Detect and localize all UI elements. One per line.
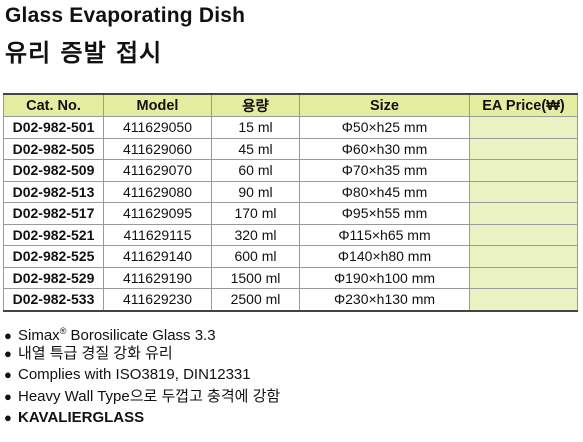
cell-capacity: 90 ml [211,180,300,203]
cell-size: Φ115×h65 mm [299,223,470,246]
table-row: D02-982-525 411629140 600 ml Φ140×h80 mm [3,245,578,268]
cell-size: Φ230×h130 mm [299,288,470,312]
cell-model: 411629230 [103,288,212,312]
cell-capacity: 1500 ml [211,266,300,289]
header-price: EA Price(₩) [469,93,578,117]
cell-cat-no: D02-982-501 [3,116,104,139]
header-model: Model [103,93,212,117]
table-row: D02-982-517 411629095 170 ml Φ95×h55 mm [3,202,578,225]
bullet-icon: ● [4,345,12,361]
bullet-icon: ● [4,410,12,425]
bullet-icon: ● [4,367,12,382]
cell-price [469,137,578,160]
cell-capacity: 15 ml [211,116,300,139]
cell-cat-no: D02-982-505 [3,137,104,160]
cell-model: 411629060 [103,137,212,160]
table-row: D02-982-509 411629070 60 ml Φ70×h35 mm [3,159,578,182]
table-row: D02-982-533 411629230 2500 ml Φ230×h130 mm [3,288,578,312]
table-row: D02-982-521 411629115 320 ml Φ115×h65 mm [3,223,578,246]
cell-size: Φ70×h35 mm [299,159,470,182]
cell-capacity: 320 ml [211,223,300,246]
notes-list: ● Simax® Borosilicate Glass 3.3 ● 내열 특급 경질… [4,321,280,429]
note-simax-text: Borosilicate Glass 3.3 [66,327,216,344]
cell-model: 411629070 [103,159,212,182]
cell-price [469,266,578,289]
table-row: D02-982-513 411629080 90 ml Φ80×h45 mm [3,180,578,203]
cell-price [469,245,578,268]
cell-model: 411629190 [103,266,212,289]
note-complies: ● Complies with ISO3819, DIN12331 [4,364,280,386]
cell-cat-no: D02-982-529 [3,266,104,289]
cell-capacity: 600 ml [211,245,300,268]
note-heat-resistant: ● 내열 특급 경질 강화 유리 [4,343,280,365]
cell-price [469,223,578,246]
note-brand-text: KAVALIERGLASS [18,409,145,426]
cell-size: Φ60×h30 mm [299,137,470,160]
cell-price [469,180,578,203]
cell-model: 411629050 [103,116,212,139]
note-heat-resistant-text: 내열 특급 경질 강화 유리 [18,344,173,362]
cell-size: Φ190×h100 mm [299,266,470,289]
cell-size: Φ80×h45 mm [299,180,470,203]
table-row: D02-982-501 411629050 15 ml Φ50×h25 mm [3,116,578,139]
cell-price [469,159,578,182]
cell-price [469,288,578,312]
header-size: Size [299,93,470,117]
cell-cat-no: D02-982-521 [3,223,104,246]
cell-price [469,116,578,139]
cell-model: 411629095 [103,202,212,225]
note-simax: ● Simax® Borosilicate Glass 3.3 [4,321,280,344]
bullet-icon: ● [4,388,12,404]
table-row: D02-982-529 411629190 1500 ml Φ190×h100 mm [3,266,578,289]
title-english: Glass Evaporating Dish [5,4,246,27]
cell-price [469,202,578,225]
cell-cat-no: D02-982-509 [3,159,104,182]
cell-capacity: 45 ml [211,137,300,160]
header-cat-no: Cat. No. [3,93,104,117]
header-capacity: 용량 [211,93,300,117]
table-header-row: Cat. No. Model 용량 Size EA Price(₩) [3,93,578,117]
cell-capacity: 60 ml [211,159,300,182]
note-complies-text: Complies with ISO3819, DIN12331 [18,366,251,383]
cell-capacity: 170 ml [211,202,300,225]
cell-cat-no: D02-982-525 [3,245,104,268]
cell-capacity: 2500 ml [211,288,300,312]
note-heavy-wall-text: Heavy Wall Type으로 두껍고 충격에 강함 [18,387,281,405]
spec-table: Cat. No. Model 용량 Size EA Price(₩) D02-9… [3,93,578,312]
cell-model: 411629140 [103,245,212,268]
bullet-icon: ● [4,328,12,343]
cell-cat-no: D02-982-517 [3,202,104,225]
note-simax-brand: Simax [18,327,60,344]
note-heavy-wall: ● Heavy Wall Type으로 두껍고 충격에 강함 [4,386,280,408]
registered-mark: ® [59,326,67,336]
table-row: D02-982-505 411629060 45 ml Φ60×h30 mm [3,137,578,160]
cell-cat-no: D02-982-533 [3,288,104,312]
cell-cat-no: D02-982-513 [3,180,104,203]
note-brand: ● KAVALIERGLASS [4,407,280,429]
title-korean: 유리 증발 접시 [5,39,163,67]
cell-model: 411629080 [103,180,212,203]
cell-size: Φ50×h25 mm [299,116,470,139]
cell-size: Φ95×h55 mm [299,202,470,225]
cell-size: Φ140×h80 mm [299,245,470,268]
cell-model: 411629115 [103,223,212,246]
